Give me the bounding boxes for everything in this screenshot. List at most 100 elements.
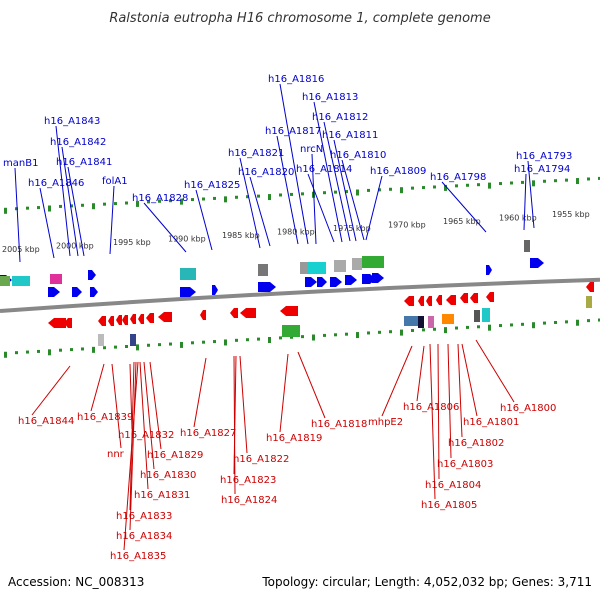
forward-leader-line xyxy=(313,101,343,243)
feature-block xyxy=(362,256,384,268)
feature-block xyxy=(442,314,454,324)
reverse-leader-line xyxy=(457,343,463,438)
reverse-gene-arrow xyxy=(426,296,432,306)
bottom-scale-tick xyxy=(565,320,568,324)
forward-gene-arrow xyxy=(258,282,276,292)
top-scale-tick xyxy=(345,190,348,194)
top-scale-tick xyxy=(246,195,249,199)
bottom-scale-tick xyxy=(345,332,348,336)
top-scale-tick xyxy=(279,193,282,197)
reverse-gene-arrow xyxy=(230,308,238,318)
bottom-scale-tick xyxy=(466,325,469,329)
reverse-leader-line xyxy=(437,343,440,480)
top-scale-tick xyxy=(290,192,293,196)
top-scale-tick xyxy=(81,203,84,207)
bottom-scale-tick xyxy=(15,351,18,355)
bottom-scale-tick xyxy=(521,322,524,326)
bottom-scale-tick xyxy=(598,318,600,322)
forward-gene-label: h16_A1812 xyxy=(312,112,368,123)
forward-gene-arrow xyxy=(330,277,342,287)
top-scale-tick xyxy=(103,202,106,206)
reverse-gene-label: h16_A1844 xyxy=(18,416,74,427)
reverse-gene-arrow xyxy=(470,293,478,303)
reverse-gene-label: h16_A1818 xyxy=(311,419,367,430)
forward-gene-label: h16_A1828 xyxy=(132,193,188,204)
accession-text: Accession: NC_008313 xyxy=(8,575,144,589)
forward-gene-label: h16_A1842 xyxy=(50,137,106,148)
forward-leader-line xyxy=(276,135,299,245)
bottom-scale-tick xyxy=(510,323,513,327)
bottom-scale-tick xyxy=(411,328,414,332)
top-scale-tick xyxy=(378,188,381,192)
forward-leader-line xyxy=(523,173,527,231)
feature-block xyxy=(300,262,308,274)
scale-tick-label: 1970 kbp xyxy=(388,221,426,230)
top-scale-tick xyxy=(4,207,7,214)
reverse-gene-arrow xyxy=(130,314,136,324)
reverse-leader-line xyxy=(297,351,326,419)
backbone-line xyxy=(0,277,600,313)
forward-leader-line xyxy=(109,185,115,255)
reverse-gene-label: h16_A1832 xyxy=(118,430,174,441)
forward-gene-label: h16_A1846 xyxy=(28,178,84,189)
feature-block xyxy=(258,264,268,276)
forward-gene-label: h16_A1810 xyxy=(330,150,386,161)
forward-gene-arrow xyxy=(180,287,196,297)
forward-gene-label: h16_A1794 xyxy=(514,164,570,175)
reverse-leader-line xyxy=(475,339,515,403)
bottom-scale-tick xyxy=(147,343,150,347)
feature-block xyxy=(50,274,62,284)
top-scale-tick xyxy=(598,176,600,180)
feature-block xyxy=(474,310,480,322)
bottom-scale-tick xyxy=(26,350,29,354)
top-scale-tick xyxy=(37,206,40,210)
top-scale-tick xyxy=(114,202,117,206)
reverse-leader-line xyxy=(123,361,139,551)
top-scale-tick xyxy=(367,188,370,192)
forward-leader-line xyxy=(279,83,309,245)
top-scale-tick xyxy=(136,200,139,207)
top-scale-tick xyxy=(191,198,194,202)
top-scale-tick xyxy=(158,199,161,203)
forward-gene-label: h16_A1841 xyxy=(56,157,112,168)
bottom-scale-tick xyxy=(279,336,282,340)
scale-tick-label: 2005 kbp xyxy=(2,245,40,254)
scale-tick-label: 1985 kbp xyxy=(222,231,260,240)
forward-gene-label: folA1 xyxy=(102,176,128,187)
bottom-scale-tick xyxy=(444,327,447,334)
forward-gene-labels: manB1 h16_A1846 h16_A1843 h16_A1842 h16_A184… xyxy=(3,74,572,263)
bottom-scale-tick xyxy=(587,319,590,323)
topology-text: Topology: circular; Length: 4,052,032 bp… xyxy=(261,575,592,589)
reverse-leader-line xyxy=(381,345,413,417)
top-scale-tick xyxy=(224,196,227,203)
forward-gene-arrow xyxy=(88,270,96,280)
reverse-gene-label: mhpE2 xyxy=(368,417,403,428)
reverse-gene-label: h16_A1801 xyxy=(463,417,519,428)
reverse-gene-arrow xyxy=(240,308,256,318)
scale-tick-label: 1990 kbp xyxy=(168,234,206,243)
forward-gene-arrow xyxy=(90,287,98,297)
top-scale-tick xyxy=(565,178,568,182)
reverse-gene-label: h16_A1803 xyxy=(437,459,493,470)
bottom-scale-tick xyxy=(202,340,205,344)
reverse-gene-arrow xyxy=(108,316,114,326)
reverse-leader-line xyxy=(447,343,452,459)
bottom-scale-tick xyxy=(213,340,216,344)
reverse-gene-arrow xyxy=(436,295,442,305)
bottom-scale-tick xyxy=(433,327,436,331)
reverse-gene-arrow xyxy=(138,314,144,324)
top-scale-tick xyxy=(92,203,95,210)
forward-gene-arrow xyxy=(486,265,492,275)
feature-block xyxy=(428,316,434,328)
top-scale-tick xyxy=(213,196,216,200)
reverse-gene-arrow xyxy=(460,293,468,303)
bottom-scale-tick xyxy=(37,349,40,353)
forward-gene-label: h16_A1814 xyxy=(296,164,352,175)
forward-gene-label: h16_A1825 xyxy=(184,180,240,191)
forward-gene-label: h16_A1809 xyxy=(370,166,426,177)
scale-tick-label: 1975 kbp xyxy=(333,224,371,233)
top-scale-tick xyxy=(257,194,260,198)
bottom-scale-tick xyxy=(312,334,315,341)
reverse-leader-line xyxy=(139,361,149,490)
